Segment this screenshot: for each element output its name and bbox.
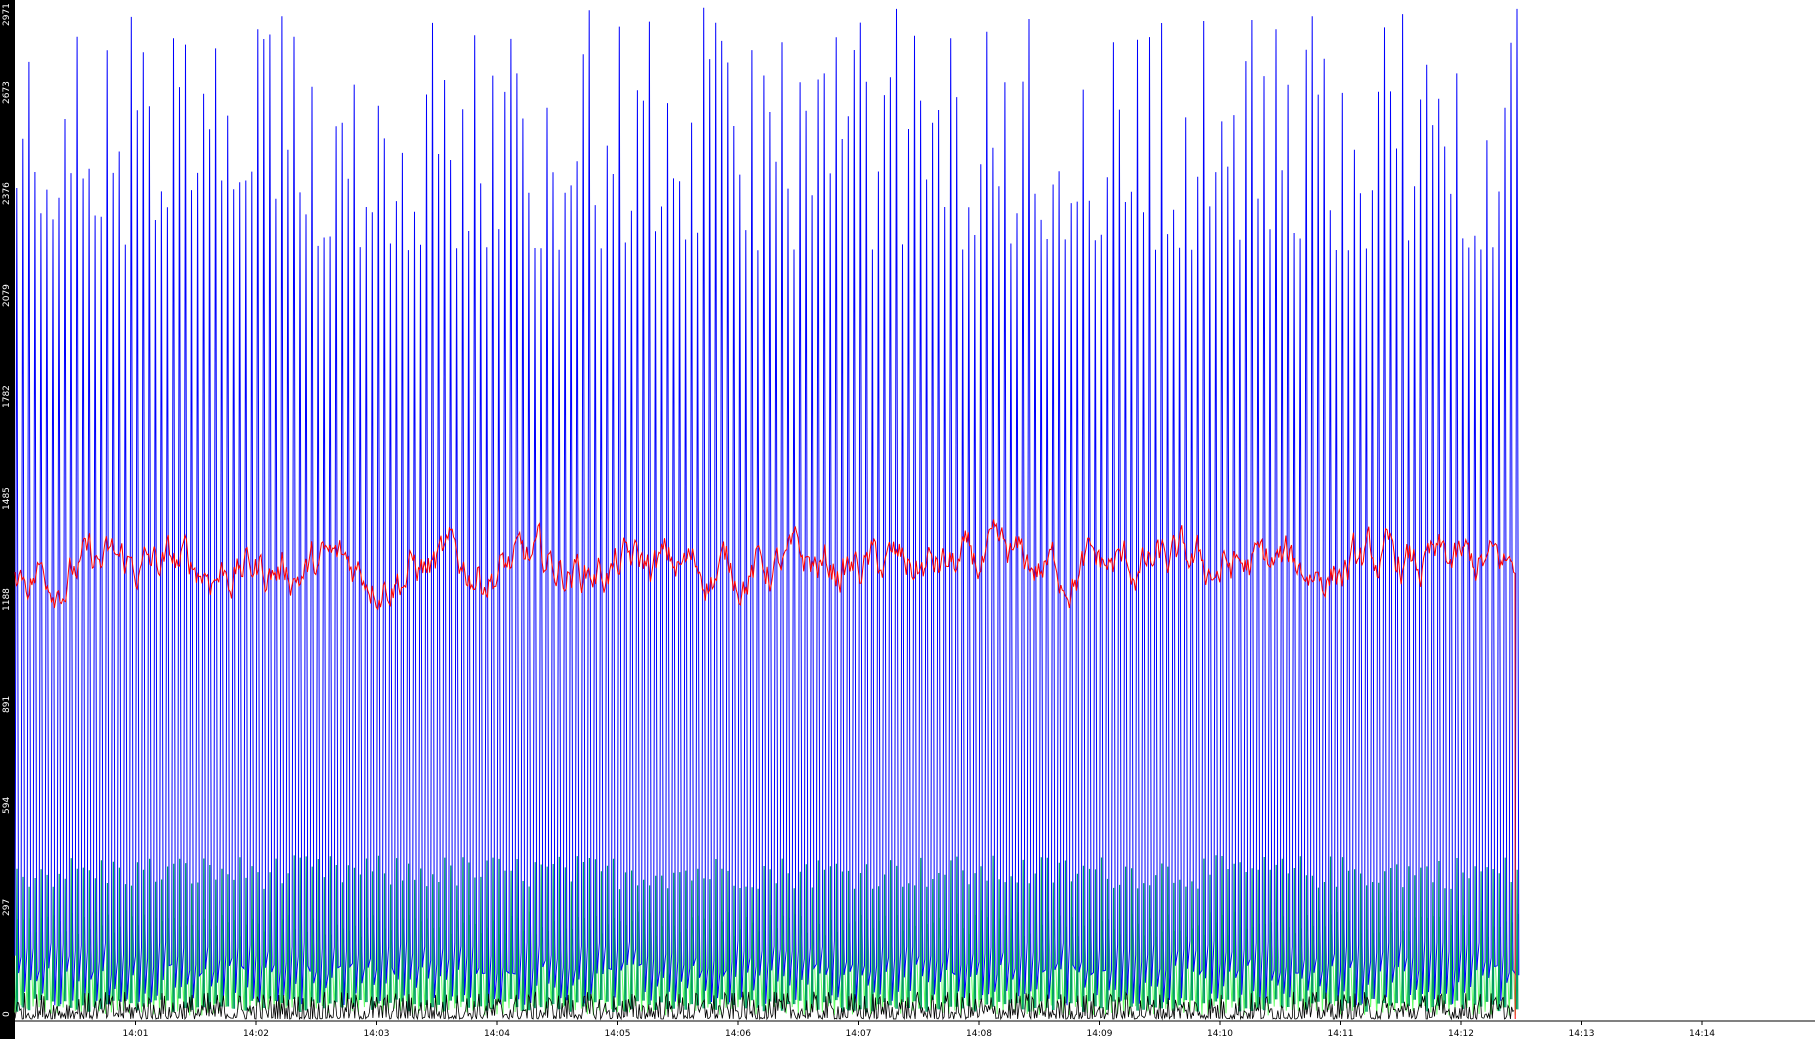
x-tick-label: 14:13 (1569, 1029, 1595, 1039)
series-black (14, 991, 1515, 1021)
x-tick-label: 14:04 (484, 1029, 510, 1039)
series-teal (15, 855, 1519, 1013)
x-tick-label: 14:02 (243, 1029, 269, 1039)
x-tick-label: 14:06 (725, 1029, 751, 1039)
x-tick-label: 14:03 (364, 1029, 390, 1039)
x-tick-label: 14:12 (1448, 1029, 1474, 1039)
x-tick-label: 14:11 (1328, 1029, 1354, 1039)
series-blue (14, 7, 1520, 1006)
y-axis-label-strip: 0 297 594 891 1188 1485 1782 2079 2376 2673 2971 (0, 0, 15, 1039)
x-tick-label: 14:07 (846, 1029, 872, 1039)
x-tick-label: 14:10 (1207, 1029, 1233, 1039)
x-tick-label: 14:08 (966, 1029, 992, 1039)
series-layer (14, 7, 1520, 1021)
x-tick-label: 14:01 (123, 1029, 149, 1039)
x-axis-ticks: 14:01 14:02 14:03 14:04 14:05 14:06 14:07 14:08… (123, 1021, 1715, 1039)
x-tick-label: 14:09 (1087, 1029, 1113, 1039)
x-tick-label: 14:14 (1689, 1029, 1715, 1039)
x-tick-label: 14:05 (605, 1029, 631, 1039)
series-red (14, 519, 1516, 1020)
